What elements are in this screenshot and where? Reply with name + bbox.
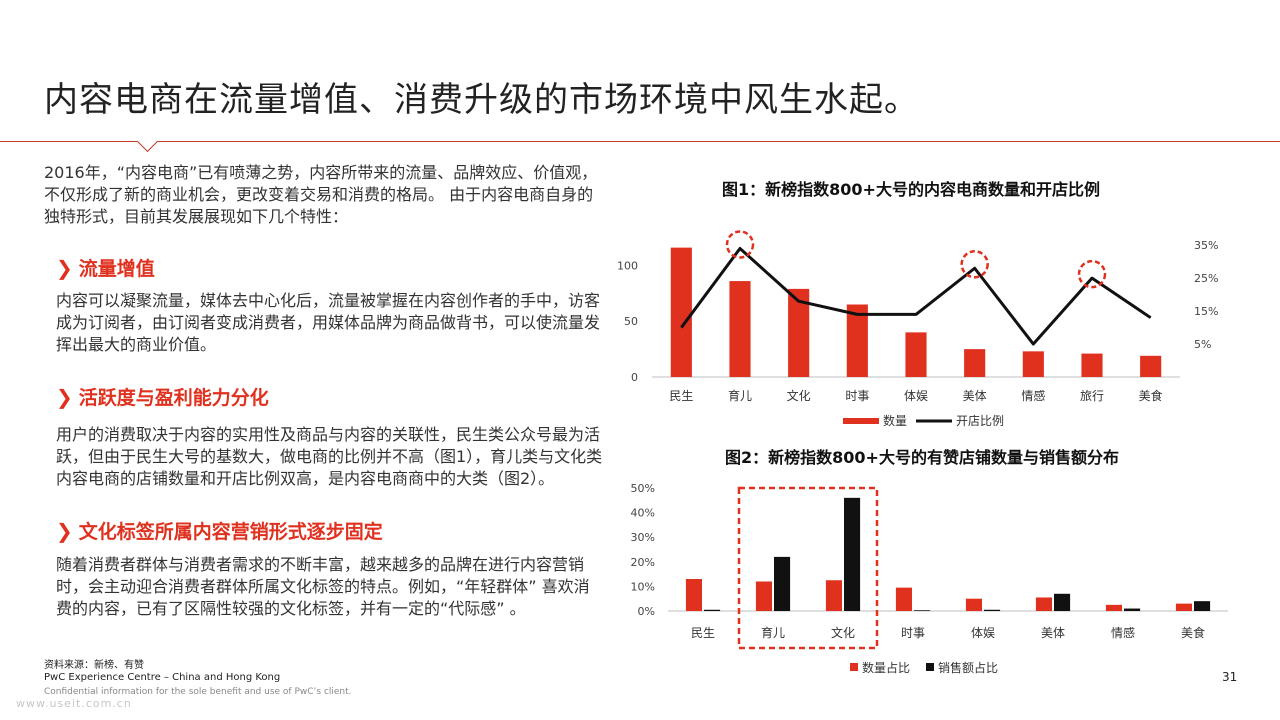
chevron-right-icon: ❯ bbox=[56, 384, 73, 409]
highlight-circle bbox=[1077, 259, 1107, 289]
bar-count-share bbox=[685, 579, 702, 611]
section-heading-text: 活跃度与盈利能力分化 bbox=[78, 387, 269, 409]
y-tick-label: 20% bbox=[631, 556, 655, 569]
bar-count-share bbox=[1105, 604, 1122, 611]
page-title: 内容电商在流量增值、消费升级的市场环境中风生水起。 bbox=[44, 80, 919, 120]
legend-label-ratio: 开店比例 bbox=[956, 414, 1004, 428]
bar-count-share bbox=[825, 580, 842, 611]
x-tick-label: 时事 bbox=[845, 389, 869, 403]
legend-swatch-count bbox=[843, 418, 879, 424]
bar-count bbox=[788, 288, 810, 377]
y-right-tick-label: 25% bbox=[1194, 272, 1218, 285]
bar-sales-share bbox=[704, 609, 721, 611]
section-heading-culture: ❯ 文化标签所属内容营销形式逐步固定 bbox=[56, 517, 383, 544]
x-tick-label: 育儿 bbox=[761, 625, 785, 640]
bar-count-share bbox=[755, 581, 772, 611]
bar-sales-share bbox=[1124, 608, 1141, 611]
chevron-right-icon: ❯ bbox=[56, 255, 73, 280]
x-tick-label: 美体 bbox=[963, 389, 987, 403]
bar-count bbox=[1022, 351, 1044, 377]
legend-label-count-share: 数量占比 bbox=[862, 660, 910, 675]
legend-label-count: 数量 bbox=[883, 413, 907, 428]
bar-count bbox=[846, 304, 868, 377]
source-note: 资料来源：新榜、有赞 bbox=[44, 660, 144, 671]
y-tick-label: 10% bbox=[631, 580, 655, 593]
section-heading-traffic: ❯ 流量增值 bbox=[56, 254, 155, 281]
x-tick-label: 民生 bbox=[691, 626, 715, 640]
chart-2-title: 图2：新榜指数800+大号的有赞店铺数量与销售额分布 bbox=[725, 448, 1119, 467]
section-heading-text: 文化标签所属内容营销形式逐步固定 bbox=[78, 521, 383, 543]
bar-sales-share bbox=[984, 609, 1001, 611]
x-tick-label: 情感 bbox=[1021, 388, 1045, 403]
y-right-tick-label: 5% bbox=[1194, 338, 1211, 351]
y-right-tick-label: 35% bbox=[1194, 239, 1218, 252]
x-tick-label: 美食 bbox=[1139, 388, 1163, 403]
bar-count bbox=[905, 332, 927, 377]
watermark: www.useit.com.cn bbox=[16, 697, 132, 710]
bar-count bbox=[1140, 355, 1162, 377]
chart-1-title: 图1：新榜指数800+大号的内容电商数量和开店比例 bbox=[722, 180, 1100, 199]
y-left-tick-label: 50 bbox=[624, 315, 638, 328]
section-paragraph-activity: 用户的消费取决于内容的实用性及商品与内容的关联性，民生类公众号最为活跃，但由于民… bbox=[56, 425, 603, 488]
chevron-right-icon: ❯ bbox=[56, 518, 73, 543]
section-paragraph-traffic: 内容可以凝聚流量，媒体去中心化后，流量被掌握在内容创作者的手中，访客成为订阅者，… bbox=[56, 291, 601, 354]
bar-count bbox=[729, 281, 751, 377]
x-tick-label: 情感 bbox=[1111, 625, 1135, 640]
x-tick-label: 美体 bbox=[1041, 626, 1065, 640]
x-tick-label: 体娱 bbox=[904, 389, 928, 403]
bar-count bbox=[1081, 353, 1103, 377]
x-tick-label: 时事 bbox=[901, 626, 925, 640]
x-tick-label: 文化 bbox=[787, 388, 811, 403]
line-open-store-ratio bbox=[680, 246, 1152, 346]
x-tick-label: 民生 bbox=[669, 389, 693, 403]
x-tick-label: 育儿 bbox=[728, 388, 752, 403]
x-tick-label: 文化 bbox=[831, 625, 855, 640]
bar-count bbox=[670, 247, 692, 377]
title-divider bbox=[0, 141, 1280, 142]
x-tick-label: 体娱 bbox=[971, 626, 995, 640]
confidential-note: Confidential information for the sole be… bbox=[44, 687, 352, 697]
x-tick-label: 美食 bbox=[1181, 625, 1205, 640]
y-tick-label: 40% bbox=[631, 507, 655, 520]
highlight-circle bbox=[960, 250, 989, 279]
bar-sales-share bbox=[1194, 601, 1211, 611]
bar-count bbox=[964, 349, 986, 377]
bar-sales-share bbox=[774, 556, 791, 611]
y-tick-label: 50% bbox=[631, 482, 655, 495]
bar-sales-share bbox=[1054, 593, 1071, 611]
bar-count-share bbox=[895, 587, 912, 611]
y-right-tick-label: 15% bbox=[1194, 305, 1218, 318]
y-left-tick-label: 100 bbox=[617, 259, 638, 272]
bar-sales-share bbox=[914, 610, 931, 611]
bar-count-share bbox=[1175, 603, 1192, 611]
legend-swatch-count-share bbox=[850, 663, 858, 671]
x-tick-label: 旅行 bbox=[1080, 389, 1104, 403]
highlight-circle bbox=[725, 230, 755, 259]
highlight-box bbox=[737, 486, 879, 650]
y-tick-label: 30% bbox=[631, 531, 655, 544]
org-name: PwC Experience Centre – China and Hong K… bbox=[44, 672, 281, 683]
intro-paragraph: 2016年，“内容电商”已有喷薄之势，内容所带来的流量、品牌效应、价值观，不仅形… bbox=[44, 163, 598, 226]
bar-count-share bbox=[1035, 597, 1052, 611]
y-left-tick-label: 0 bbox=[631, 371, 638, 384]
section-heading-activity: ❯ 活跃度与盈利能力分化 bbox=[56, 383, 269, 410]
page-number: 31 bbox=[1222, 670, 1238, 684]
bar-sales-share bbox=[844, 497, 861, 611]
section-heading-text: 流量增值 bbox=[78, 258, 155, 280]
bar-count-share bbox=[965, 598, 982, 611]
y-tick-label: 0% bbox=[638, 605, 655, 618]
section-paragraph-culture: 随着消费者群体与消费者需求的不断丰富，越来越多的品牌在进行内容营销时，会主动迎合… bbox=[56, 555, 590, 618]
legend-label-sales-share: 销售额占比 bbox=[938, 660, 998, 675]
legend-swatch-sales-share bbox=[926, 663, 934, 671]
